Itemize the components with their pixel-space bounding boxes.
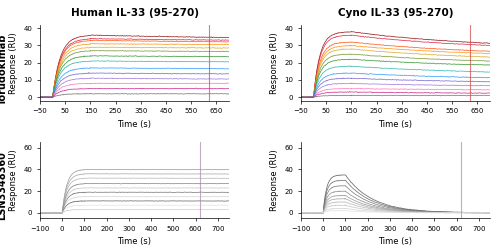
Title: Cyno IL-33 (95-270): Cyno IL-33 (95-270) xyxy=(338,8,453,18)
Y-axis label: Response (RU): Response (RU) xyxy=(270,150,278,211)
Text: Torudokimab: Torudokimab xyxy=(0,34,8,105)
Y-axis label: Response (RU): Response (RU) xyxy=(9,32,18,93)
X-axis label: Time (s): Time (s) xyxy=(118,237,152,247)
Text: LSN3348360: LSN3348360 xyxy=(0,152,8,220)
X-axis label: Time (s): Time (s) xyxy=(118,120,152,129)
X-axis label: Time (s): Time (s) xyxy=(378,237,412,247)
Y-axis label: Response (RU): Response (RU) xyxy=(9,150,18,211)
Title: Human IL-33 (95-270): Human IL-33 (95-270) xyxy=(70,8,198,18)
Y-axis label: Response (RU): Response (RU) xyxy=(270,32,278,93)
X-axis label: Time (s): Time (s) xyxy=(378,120,412,129)
